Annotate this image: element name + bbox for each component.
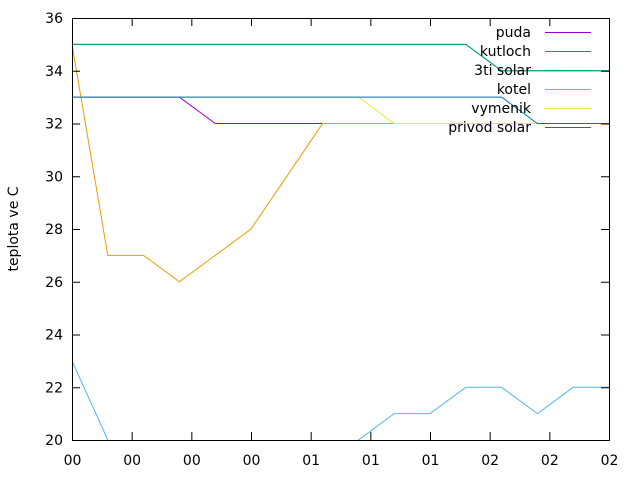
y-tick-label: 24	[45, 328, 63, 344]
x-tick-label: 01	[422, 453, 440, 469]
y-tick-label: 32	[45, 117, 63, 133]
series-line-kotel	[72, 44, 609, 283]
x-tick-label: 00	[183, 453, 201, 469]
series-line-3ti-solar	[357, 386, 609, 440]
x-tick-label: 02	[481, 453, 499, 469]
legend-label: puda	[496, 25, 531, 41]
x-tick-label: 02	[601, 453, 619, 469]
legend-label: privod solar	[448, 120, 531, 136]
x-tick-label: 00	[123, 453, 141, 469]
y-tick-label: 28	[45, 222, 63, 238]
x-tick-label: 00	[64, 453, 82, 469]
y-tick-label: 34	[45, 64, 63, 80]
y-tick-label: 20	[45, 433, 63, 449]
legend-label: kutloch	[480, 44, 531, 60]
x-tick-label: 01	[302, 453, 320, 469]
legend-label: 3ti solar	[474, 63, 531, 79]
legend-label: kotel	[497, 82, 531, 98]
series-line-privod-solar	[72, 96, 609, 124]
y-tick-label: 30	[45, 169, 63, 185]
x-tick-label: 02	[541, 453, 559, 469]
x-tick-label: 01	[362, 453, 380, 469]
ticks-layer: 20 22 24 26 28 30 32 34 36 00 00 00 00 01 01 01 02 02 02	[45, 11, 618, 469]
y-tick-label: 36	[45, 11, 63, 27]
y-axis-label: teplota ve C	[6, 186, 22, 271]
legend: puda kutloch 3ti solar kotel vymenik privod s…	[448, 25, 591, 136]
y-tick-label: 22	[45, 380, 63, 396]
y-tick-label: 26	[45, 275, 63, 291]
x-tick-label: 00	[243, 453, 261, 469]
legend-label: vymenik	[471, 101, 532, 117]
series-layer	[72, 43, 609, 440]
series-line-3ti-solar	[72, 360, 109, 440]
